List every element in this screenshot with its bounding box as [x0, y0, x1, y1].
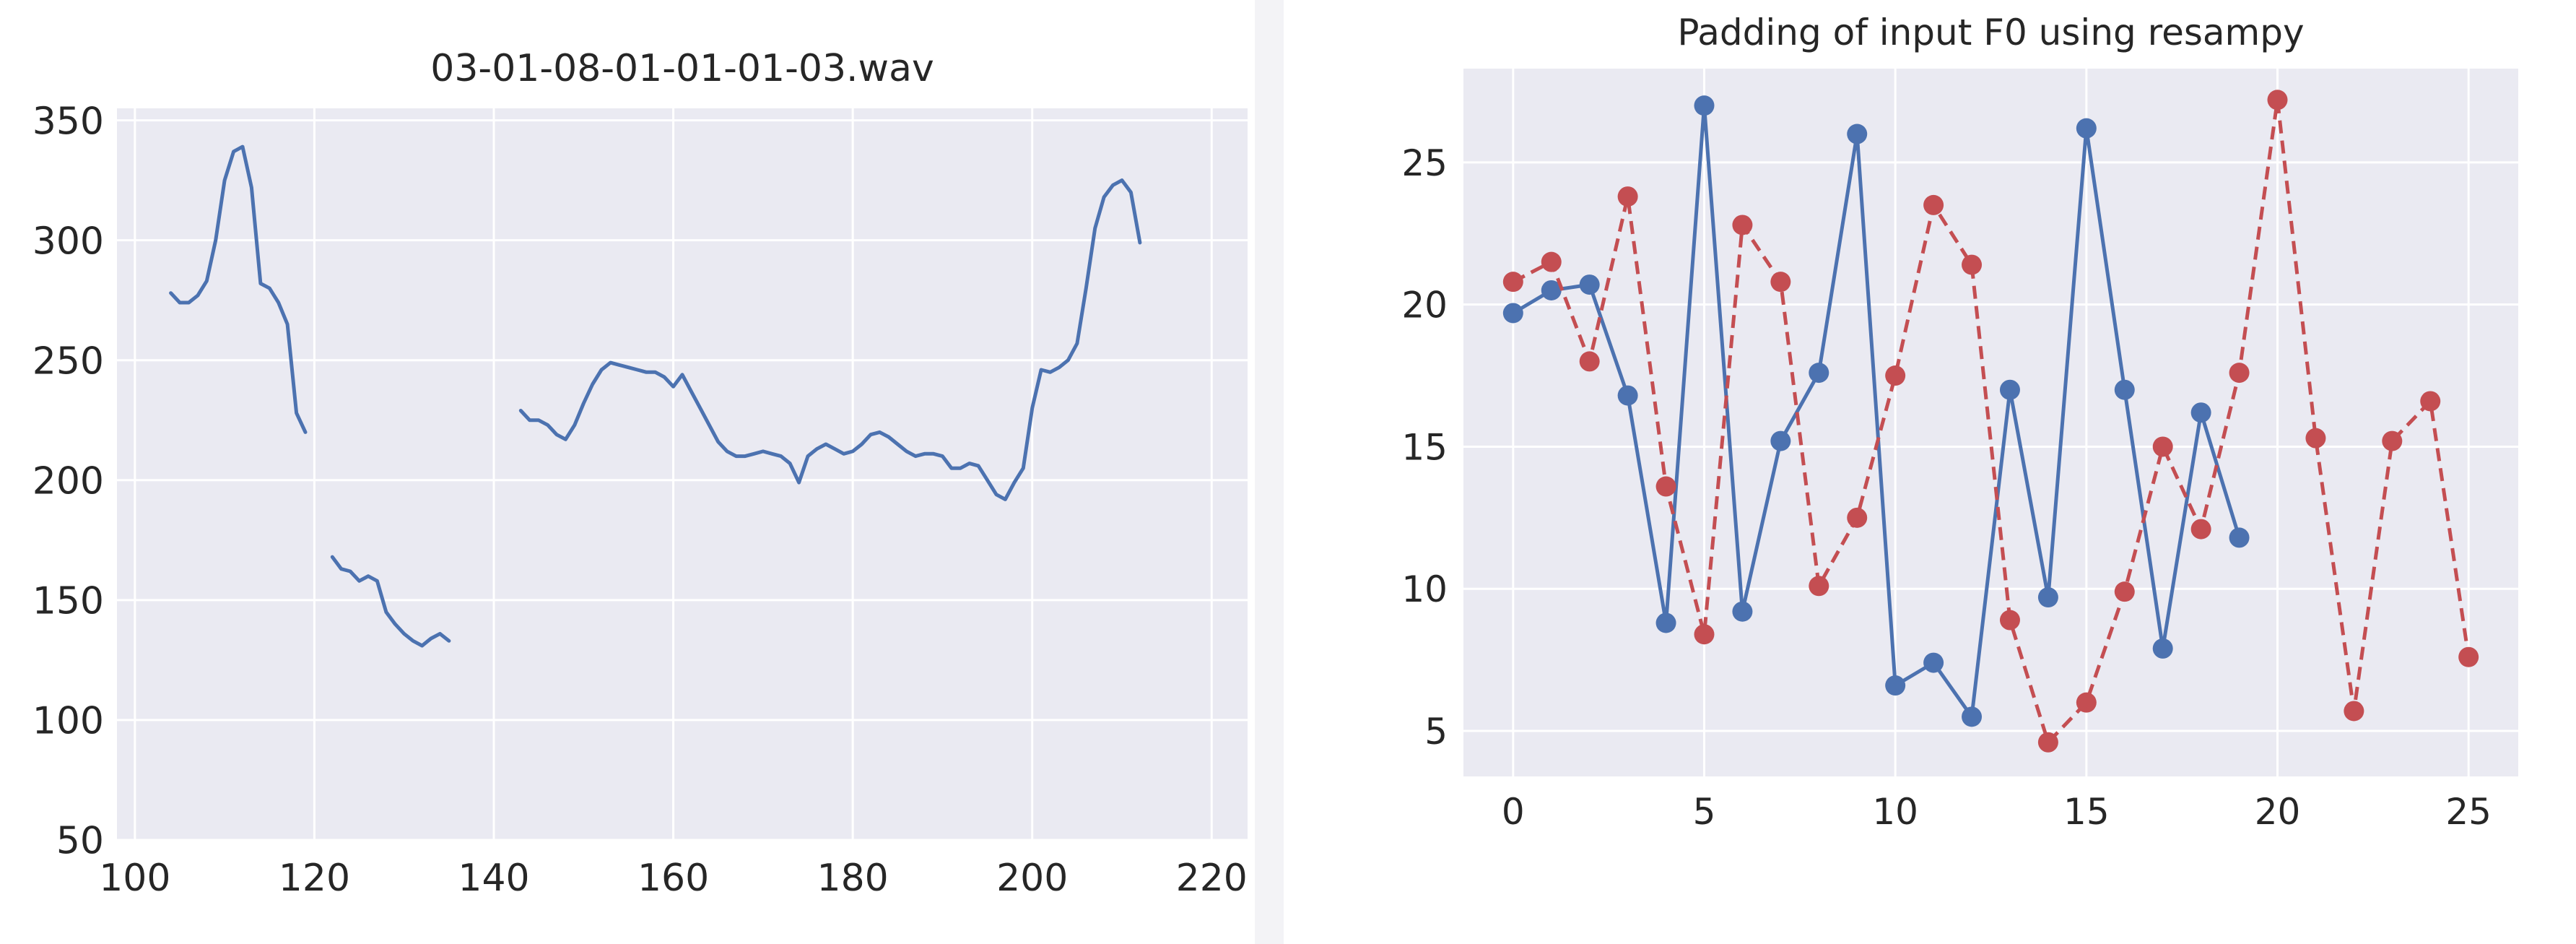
data-point-series-2 — [2267, 90, 2288, 111]
y-tick-label: 100 — [32, 700, 104, 743]
data-point-series-2 — [1655, 476, 1676, 497]
data-point-series-1 — [1655, 612, 1676, 633]
data-point-series-1 — [2037, 587, 2058, 608]
plot-area — [1463, 69, 2518, 776]
x-tick-label: 160 — [638, 857, 709, 900]
x-tick-label: 200 — [996, 857, 1068, 900]
x-tick-label: 5 — [1693, 791, 1716, 833]
plot-area — [117, 108, 1248, 840]
x-tick-label: 180 — [817, 857, 889, 900]
chart-title: 03-01-08-01-01-01-03.wav — [430, 47, 934, 90]
data-point-series-2 — [1694, 624, 1715, 645]
x-tick-label: 20 — [2255, 791, 2301, 833]
y-tick-label: 5 — [1424, 711, 1448, 753]
x-tick-label: 15 — [2063, 791, 2110, 833]
y-tick-label: 25 — [1401, 142, 1448, 184]
data-point-series-2 — [1541, 251, 1562, 272]
y-tick-label: 300 — [32, 220, 104, 263]
data-point-series-1 — [1541, 280, 1562, 300]
data-point-series-1 — [1847, 124, 1868, 144]
data-point-series-1 — [1732, 601, 1753, 622]
data-point-series-2 — [1770, 272, 1791, 293]
chart-title: Padding of input F0 using resampy — [1677, 12, 2304, 53]
series-line-segment-3 — [518, 178, 1142, 501]
x-tick-label: 220 — [1176, 857, 1248, 900]
x-tick-label: 140 — [458, 857, 529, 900]
data-point-series-1 — [1617, 385, 1638, 406]
chart-panel-2: Padding of input F0 using resampy 0 5 10 15 2… — [1401, 12, 2518, 833]
data-point-series-1 — [2076, 118, 2097, 139]
data-point-series-1 — [1579, 274, 1600, 295]
data-point-series-2 — [1962, 254, 1983, 275]
y-tick-label: 200 — [32, 460, 104, 503]
y-tick-label: 50 — [56, 820, 104, 863]
data-point-series-2 — [2114, 581, 2135, 602]
data-point-series-2 — [2152, 436, 2173, 457]
data-point-series-2 — [2037, 732, 2058, 753]
data-point-series-2 — [1617, 186, 1638, 207]
data-point-series-2 — [2076, 692, 2097, 713]
y-tick-label: 15 — [1401, 426, 1448, 468]
data-point-series-2 — [2420, 391, 2441, 412]
series-line-segment-2 — [330, 555, 451, 648]
data-point-series-2 — [1923, 194, 1944, 215]
data-point-series-2 — [1847, 507, 1868, 528]
data-point-series-1 — [2114, 379, 2135, 400]
data-point-series-1 — [1999, 379, 2020, 400]
x-tick-label: 120 — [279, 857, 350, 900]
data-point-series-1 — [2229, 527, 2250, 548]
data-point-series-1 — [1502, 303, 1523, 324]
chart-panel-1: 03-01-08-01-01-01-03.wav 100 120 140 160 180 2… — [32, 47, 1248, 900]
data-point-series-2 — [2229, 363, 2250, 384]
series-line-2 — [1512, 98, 2471, 745]
data-point-series-2 — [1809, 576, 1829, 597]
x-tick-label: 100 — [99, 857, 170, 900]
data-point-series-2 — [2382, 430, 2403, 451]
data-point-series-2 — [1732, 215, 1753, 235]
data-point-series-1 — [1923, 652, 1944, 673]
y-tick-label: 20 — [1401, 285, 1448, 326]
figure-separator — [1255, 0, 1284, 944]
data-point-series-1 — [1770, 430, 1791, 451]
series-line-1 — [1512, 103, 2241, 719]
x-tick-label: 0 — [1502, 791, 1525, 833]
data-point-series-2 — [1885, 365, 1906, 386]
data-point-series-1 — [1962, 706, 1983, 727]
data-point-series-2 — [1999, 610, 2020, 631]
y-tick-label: 350 — [32, 100, 104, 143]
data-point-series-2 — [1502, 272, 1523, 293]
data-point-series-1 — [1694, 95, 1715, 116]
data-point-series-1 — [1885, 675, 1906, 696]
data-point-series-2 — [2305, 428, 2326, 449]
data-point-series-1 — [2190, 402, 2211, 423]
y-tick-label: 10 — [1401, 568, 1448, 610]
data-point-series-1 — [2152, 638, 2173, 659]
data-point-series-2 — [2344, 701, 2364, 722]
x-tick-label: 25 — [2445, 791, 2492, 833]
data-point-series-2 — [1579, 351, 1600, 372]
data-point-series-2 — [2458, 646, 2479, 667]
data-point-series-1 — [1809, 363, 1829, 384]
series-line-segment-1 — [169, 144, 308, 434]
x-tick-label: 10 — [1872, 791, 1918, 833]
data-point-series-2 — [2190, 519, 2211, 540]
y-tick-label: 250 — [32, 339, 104, 383]
y-tick-label: 150 — [32, 580, 104, 623]
